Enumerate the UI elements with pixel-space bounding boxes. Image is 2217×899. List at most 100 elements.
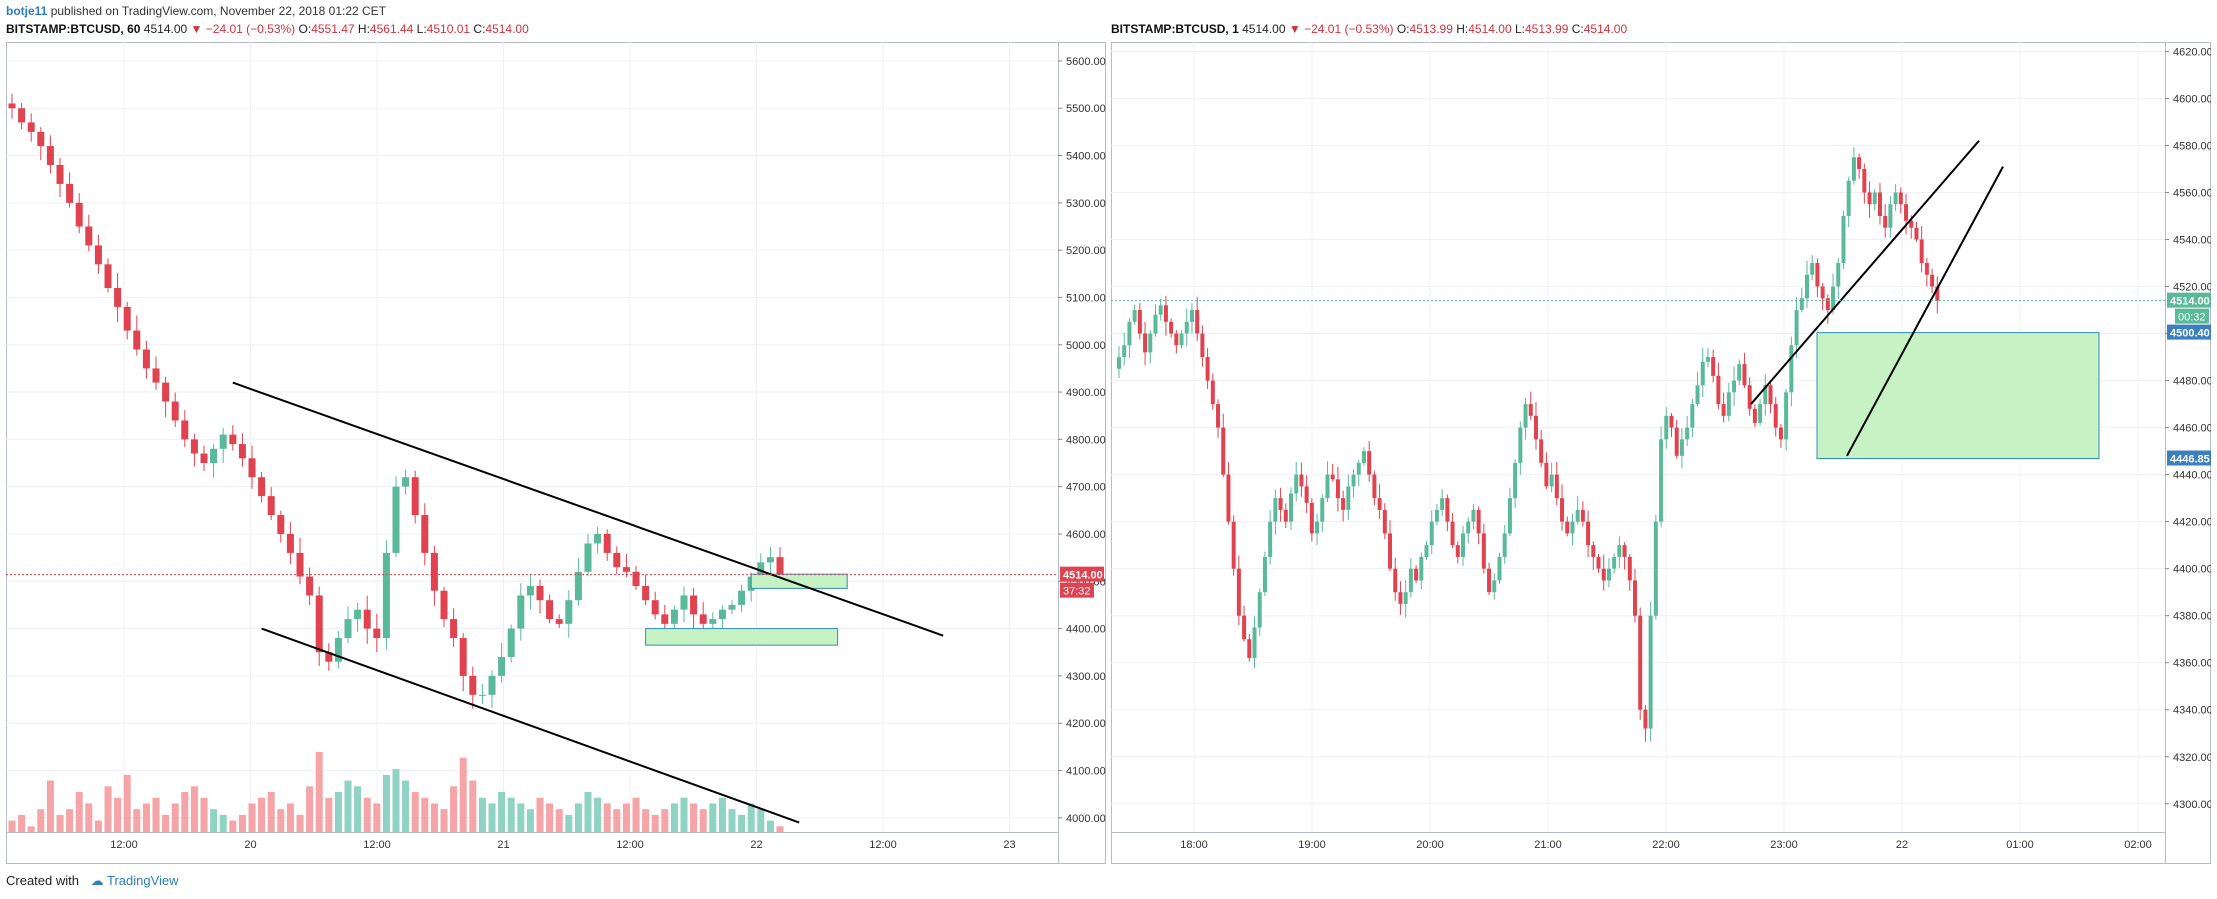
candle — [421, 503, 429, 566]
candle-body — [219, 434, 227, 449]
candle-body — [421, 515, 429, 553]
left-chart[interactable]: 4000.004100.004200.004300.004400.004500.… — [6, 42, 1106, 864]
countdown-tag — [2175, 308, 2209, 324]
volume-bar — [488, 803, 496, 832]
candle — [1315, 513, 1320, 546]
author-link[interactable]: botje11 — [6, 4, 48, 18]
candle-body — [1341, 498, 1346, 510]
candle — [728, 600, 736, 615]
volume-bar — [507, 797, 515, 832]
candle — [536, 579, 544, 614]
volume-bar — [171, 803, 179, 832]
candle — [373, 613, 381, 653]
candle-body — [1236, 568, 1241, 616]
candle-body — [229, 434, 237, 445]
footer-brand[interactable]: TradingView — [107, 873, 179, 888]
candle — [1502, 524, 1507, 564]
zone-bottom-tag — [2167, 450, 2211, 466]
candle — [1382, 503, 1387, 540]
trendline — [1846, 166, 2004, 457]
candle-body — [1440, 498, 1445, 510]
candle-body — [1356, 462, 1361, 475]
right-low: 4513.99 — [1525, 22, 1569, 36]
candle — [267, 487, 275, 520]
volume-bar — [526, 809, 534, 832]
candle — [613, 546, 621, 575]
right-symbol[interactable]: BITSTAMP:BTCUSD, 1 — [1111, 22, 1239, 36]
y-tick-label: 5300.00 — [1066, 198, 1106, 210]
candle-body — [1638, 615, 1643, 710]
candle-body — [1377, 498, 1382, 510]
price-tag-label: 4514.00 — [1063, 570, 1103, 582]
volume-bar — [248, 803, 256, 832]
candle — [1721, 392, 1726, 423]
candle — [1299, 462, 1304, 497]
volume-bar — [334, 792, 342, 832]
candle-body — [1601, 568, 1606, 581]
candle — [1216, 399, 1221, 438]
right-open: 4513.99 — [1409, 22, 1453, 36]
candle — [210, 444, 218, 478]
left-low: 4510.01 — [426, 22, 471, 36]
candle — [574, 558, 582, 606]
candle — [219, 428, 227, 464]
volume-bar — [594, 797, 602, 832]
candle-body — [1528, 404, 1533, 416]
candle-body — [1888, 204, 1893, 228]
candle-body — [1189, 310, 1194, 322]
candle-body — [546, 600, 554, 620]
candle — [1403, 579, 1408, 618]
candle-body — [1127, 321, 1132, 346]
volume-bar — [210, 809, 218, 832]
candle-body — [1262, 556, 1267, 593]
x-tick-label: 21:00 — [1534, 839, 1562, 851]
candle — [584, 533, 592, 577]
candle-body — [1414, 568, 1419, 581]
candle-body — [190, 439, 198, 454]
candle-body — [757, 562, 765, 577]
y-tick-label: 4320.00 — [2173, 752, 2211, 764]
volume-bar — [642, 809, 650, 832]
candle — [238, 433, 246, 467]
candle-body — [1851, 157, 1856, 181]
candle — [546, 594, 554, 624]
candle-body — [66, 183, 74, 203]
candle-body — [603, 533, 611, 553]
candle-body — [1367, 451, 1372, 475]
candle — [1184, 308, 1189, 347]
candle — [1393, 557, 1398, 601]
candle-body — [267, 496, 275, 516]
candle-body — [1825, 298, 1830, 311]
candle-body — [1617, 545, 1622, 557]
candle — [661, 604, 669, 633]
candle-body — [1283, 509, 1288, 522]
candle — [1518, 421, 1523, 475]
left-symbol[interactable]: BITSTAMP:BTCUSD, 60 — [6, 22, 141, 36]
candle — [1429, 510, 1434, 554]
left-high: 4561.44 — [369, 22, 414, 36]
candle — [1606, 557, 1611, 588]
volume-bar — [37, 809, 45, 832]
candle — [1117, 346, 1121, 378]
candle-body — [1805, 274, 1809, 299]
candle — [1825, 294, 1830, 324]
candle-body — [210, 448, 218, 464]
right-chart[interactable]: 4300.00 4320.00 4340.00 4360.00 4380.00 4400.… — [1111, 42, 2211, 864]
candle-body — [18, 108, 26, 123]
candle-body — [1247, 639, 1252, 659]
volume-bar — [699, 809, 707, 832]
candle — [1507, 487, 1512, 536]
countdown-label: 37:32 — [1063, 586, 1091, 598]
volume-bar — [613, 809, 621, 832]
candle — [1711, 349, 1716, 383]
candle-body — [1445, 498, 1450, 522]
candle — [1627, 554, 1632, 591]
candle-body — [1304, 486, 1309, 503]
candle — [1773, 396, 1778, 437]
left-down-arrow-icon: ▼ — [190, 22, 203, 36]
candle — [1419, 552, 1424, 590]
volume-bar — [718, 797, 726, 832]
candle — [1898, 187, 1903, 214]
candle — [1836, 258, 1841, 300]
candle-body — [1361, 451, 1366, 463]
